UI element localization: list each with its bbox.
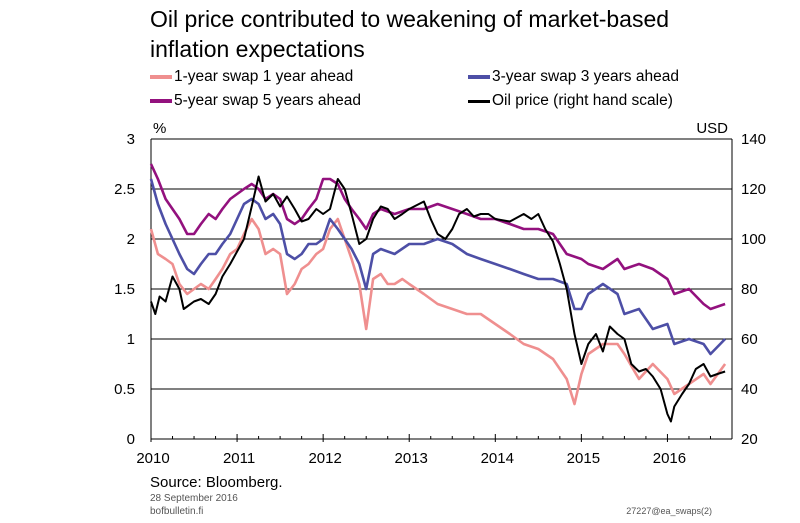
x-tick-label: 2016 bbox=[653, 450, 686, 467]
series-oil-line bbox=[150, 175, 726, 423]
right-unit-label: USD bbox=[696, 120, 728, 137]
legend-swatch-oil bbox=[468, 99, 490, 103]
legend-label-1y1y: 1-year swap 1 year ahead bbox=[174, 68, 354, 85]
legend-label-3y3y: 3-year swap 3 years ahead bbox=[492, 68, 679, 85]
right-tick-label: 60 bbox=[741, 331, 758, 348]
source-note: Source: Bloomberg. bbox=[150, 474, 283, 491]
legend-item-5y5y: 5-year swap 5 years ahead bbox=[150, 92, 361, 110]
x-tick-label: 2012 bbox=[308, 450, 341, 467]
left-tick-label: 3 bbox=[127, 131, 135, 148]
legend-item-oil: Oil price (right hand scale) bbox=[468, 92, 673, 110]
series-3y3y-line bbox=[149, 178, 727, 356]
chart-title-line-2: inflation expectations bbox=[150, 36, 365, 62]
publication-date: 28 September 2016 bbox=[150, 493, 238, 504]
legend-label-oil: Oil price (right hand scale) bbox=[492, 92, 673, 109]
x-tick-label: 2011 bbox=[223, 450, 255, 467]
series-5y5y-line bbox=[149, 163, 726, 311]
legend-item-1y1y: 1-year swap 1 year ahead bbox=[150, 68, 353, 86]
x-tick-label: 2014 bbox=[481, 450, 514, 467]
legend-swatch-1y1y bbox=[150, 75, 172, 79]
right-tick-label: 100 bbox=[741, 231, 766, 248]
x-tick-label: 2013 bbox=[395, 450, 428, 467]
left-tick-label: 0.5 bbox=[114, 381, 135, 398]
left-tick-label: 0 bbox=[127, 431, 135, 448]
right-tick-label: 120 bbox=[741, 181, 766, 198]
left-unit-label: % bbox=[153, 120, 166, 137]
chart-code: 27227@ea_swaps(2) bbox=[626, 506, 712, 516]
left-tick-label: 1 bbox=[127, 331, 135, 348]
chart-title: Oil price contributed to weakening of ma… bbox=[150, 4, 770, 64]
legend-swatch-3y3y bbox=[468, 75, 490, 79]
chart-title-line-1: Oil price contributed to weakening of ma… bbox=[150, 6, 670, 32]
x-tick-label: 2015 bbox=[567, 450, 600, 467]
right-tick-label: 140 bbox=[741, 131, 766, 148]
series-1y1y-line bbox=[149, 217, 727, 406]
legend-label-5y5y: 5-year swap 5 years ahead bbox=[174, 92, 361, 109]
right-tick-label: 80 bbox=[741, 281, 758, 298]
legend-swatch-5y5y bbox=[150, 99, 172, 103]
left-tick-label: 1.5 bbox=[114, 281, 135, 298]
site-name: bofbulletin.fi bbox=[150, 506, 204, 517]
left-tick-label: 2.5 bbox=[114, 181, 135, 198]
x-tick-label: 2010 bbox=[136, 450, 169, 467]
right-tick-label: 20 bbox=[741, 431, 758, 448]
left-tick-label: 2 bbox=[127, 231, 135, 248]
legend-item-3y3y: 3-year swap 3 years ahead bbox=[468, 68, 679, 86]
right-tick-label: 40 bbox=[741, 381, 758, 398]
